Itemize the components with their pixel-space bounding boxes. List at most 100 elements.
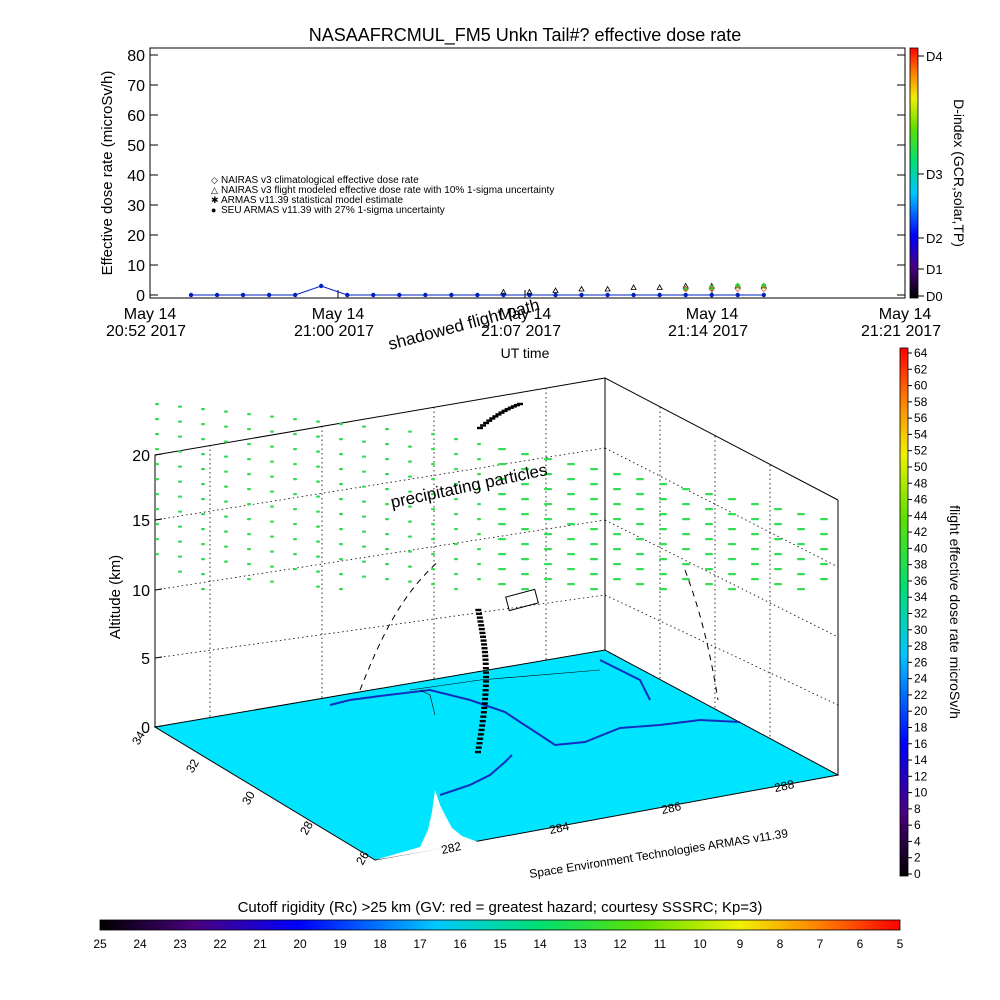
seu-point	[188, 292, 194, 298]
particle-dash	[477, 548, 481, 551]
particle-dash	[498, 493, 506, 496]
top-y-tick-label: 60	[127, 108, 145, 125]
particle-dash	[293, 523, 297, 526]
altitude-tick-mark	[154, 588, 163, 591]
longitude-tick-label: 284	[548, 819, 571, 837]
seu-point	[266, 292, 272, 298]
flight-path-dash	[482, 654, 489, 658]
particle-dash	[797, 588, 805, 591]
flight-path-dash	[477, 737, 484, 740]
particle-dash	[270, 580, 274, 583]
flight-path-dash	[510, 405, 517, 408]
flight-path-dash	[495, 413, 502, 416]
legend-symbol: ●	[211, 205, 216, 215]
particle-dash	[820, 548, 828, 551]
particle-dash	[659, 513, 667, 516]
chart-title: NASAAFRCMUL_FM5 Unkn Tail#? effective do…	[309, 25, 742, 46]
dose-rate-tick-label: 4	[914, 834, 921, 848]
particle-dash	[431, 508, 435, 511]
flight-path-dash	[477, 426, 483, 430]
dose-rate-tick-label: 30	[914, 623, 928, 637]
nairas-clim-point	[734, 285, 741, 293]
particle-dash	[477, 563, 481, 566]
particle-dash	[521, 513, 529, 516]
particle-dash	[316, 450, 320, 453]
particle-dash	[431, 478, 435, 481]
armas-model-point	[683, 286, 689, 292]
particle-dash	[636, 523, 644, 526]
particle-dash	[567, 508, 575, 511]
particle-dash	[454, 468, 458, 471]
particle-dash	[247, 488, 251, 491]
particle-dash	[270, 505, 274, 508]
particle-dash	[339, 453, 343, 456]
particle-dash	[774, 523, 782, 526]
nairas-flight-point	[526, 288, 533, 295]
cutoff-rigidity-tick-label: 7	[817, 937, 824, 951]
particle-dash	[431, 538, 435, 541]
particle-dash	[385, 563, 389, 566]
dose-rate-tick-label: 6	[914, 818, 921, 832]
seu-point	[345, 292, 350, 298]
particle-dash	[408, 460, 412, 463]
dose-rate-tick-label: 10	[914, 786, 928, 800]
particle-dash	[659, 543, 667, 546]
armas-model-point	[709, 284, 715, 291]
particle-dash	[613, 578, 621, 581]
particle-dash	[567, 463, 575, 466]
seu-point	[683, 292, 688, 298]
particle-dash	[201, 588, 205, 591]
particle-dash	[224, 410, 228, 413]
particle-dash	[293, 463, 297, 466]
particle-dash	[705, 568, 713, 571]
cutoff-rigidity-tick-label: 22	[213, 937, 227, 951]
particle-dash	[178, 420, 182, 423]
particle-dash	[498, 448, 506, 451]
particle-dash	[293, 553, 297, 556]
particle-dash	[270, 520, 274, 523]
particle-dash	[705, 583, 713, 586]
particle-dash	[659, 498, 667, 501]
nairas-flight-point	[552, 287, 559, 293]
dose-rate-tick-label: 36	[914, 574, 928, 588]
particle-dash	[613, 473, 621, 476]
flight-path-dash	[482, 671, 489, 674]
legend-label: NAIRAS v3 climatological effective dose …	[221, 175, 419, 186]
particle-dash	[431, 493, 435, 496]
particle-dash	[339, 528, 343, 531]
particle-dash	[454, 483, 458, 486]
flight-path-dash	[501, 409, 508, 413]
particle-dash	[567, 568, 575, 571]
particle-dash	[636, 538, 644, 541]
altitude-axis-label: Altitude (km)	[107, 555, 124, 639]
particle-dash	[454, 438, 458, 441]
d-index-ticks: D4 D3 D2 D1 D0	[918, 49, 943, 304]
cutoff-rigidity-tick-label: 24	[133, 937, 147, 951]
longitude-ticks: 282 284 286 288	[440, 777, 796, 857]
particle-dash	[316, 420, 320, 423]
particle-dash	[155, 478, 159, 481]
nairas-flight-point	[604, 285, 611, 292]
seu-point	[319, 283, 324, 289]
seu-point	[449, 292, 454, 298]
particle-dash	[247, 548, 251, 551]
nairas-flight-point	[630, 284, 637, 290]
particle-dash	[339, 423, 343, 426]
top-x-tick-label-line1: May 14	[879, 306, 932, 323]
particle-dash	[751, 503, 759, 506]
flight-path-dash	[477, 620, 484, 623]
d-index-tick-label: D3	[926, 167, 943, 182]
particle-dash	[521, 483, 529, 486]
particle-dash	[590, 573, 598, 576]
nairas-clim-point	[682, 285, 689, 293]
particle-dash	[659, 528, 667, 531]
seu-point	[214, 292, 220, 298]
flight-path-dash	[478, 627, 485, 631]
longitude-tick-label: 282	[440, 839, 463, 857]
seu-point	[501, 292, 506, 298]
top-x-tick-label-line2: 21:07 2017	[481, 323, 561, 340]
seu-point	[240, 292, 246, 298]
particle-dash	[293, 433, 297, 436]
particle-dash	[362, 455, 366, 458]
particle-dash	[567, 478, 575, 481]
